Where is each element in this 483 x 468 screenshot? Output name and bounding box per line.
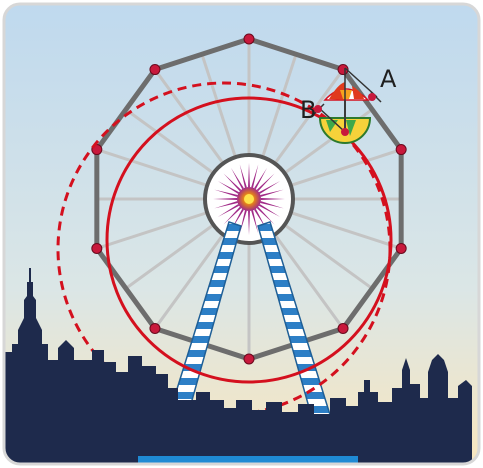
base-platform bbox=[138, 456, 358, 464]
gondola-center-marker bbox=[341, 128, 349, 136]
frame-joint bbox=[149, 64, 161, 76]
hub-petal bbox=[217, 181, 240, 194]
hub-petal bbox=[260, 198, 285, 200]
frame-joint bbox=[149, 322, 161, 334]
frame-joint bbox=[243, 353, 255, 365]
hub-petal bbox=[260, 201, 284, 209]
hub-petal bbox=[239, 164, 247, 188]
hub-petal bbox=[251, 164, 259, 188]
frame-joint bbox=[395, 242, 407, 254]
hub-petal bbox=[231, 167, 244, 190]
hub-petal bbox=[251, 210, 259, 234]
hub-petal bbox=[214, 189, 238, 197]
frame-joint bbox=[243, 33, 255, 45]
hub-petal bbox=[223, 173, 242, 192]
solid-circle bbox=[105, 96, 393, 384]
geometry-annotations: A B bbox=[300, 65, 397, 136]
hub-petal bbox=[213, 198, 238, 200]
hub-petal bbox=[254, 167, 267, 190]
hub-petal bbox=[256, 206, 275, 225]
city-silhouette bbox=[4, 268, 472, 464]
hub-petal bbox=[256, 173, 275, 192]
hub-petal bbox=[258, 204, 281, 217]
hub-petal bbox=[260, 189, 284, 197]
label-b: B bbox=[300, 96, 316, 124]
label-a: A bbox=[380, 65, 397, 93]
hub-petal bbox=[248, 163, 250, 188]
wheel-hub bbox=[203, 153, 295, 245]
hub-petal bbox=[217, 204, 240, 217]
hub-petal bbox=[223, 206, 242, 225]
frame-joint bbox=[91, 242, 103, 254]
point-b-marker bbox=[314, 105, 322, 113]
hub-petal bbox=[214, 201, 238, 209]
frame-joint bbox=[337, 322, 349, 334]
frame-joint bbox=[395, 144, 407, 156]
hub-petal bbox=[248, 210, 250, 235]
hub-petal bbox=[239, 210, 247, 234]
hub-petal bbox=[258, 181, 281, 194]
point-a-marker bbox=[368, 93, 376, 101]
